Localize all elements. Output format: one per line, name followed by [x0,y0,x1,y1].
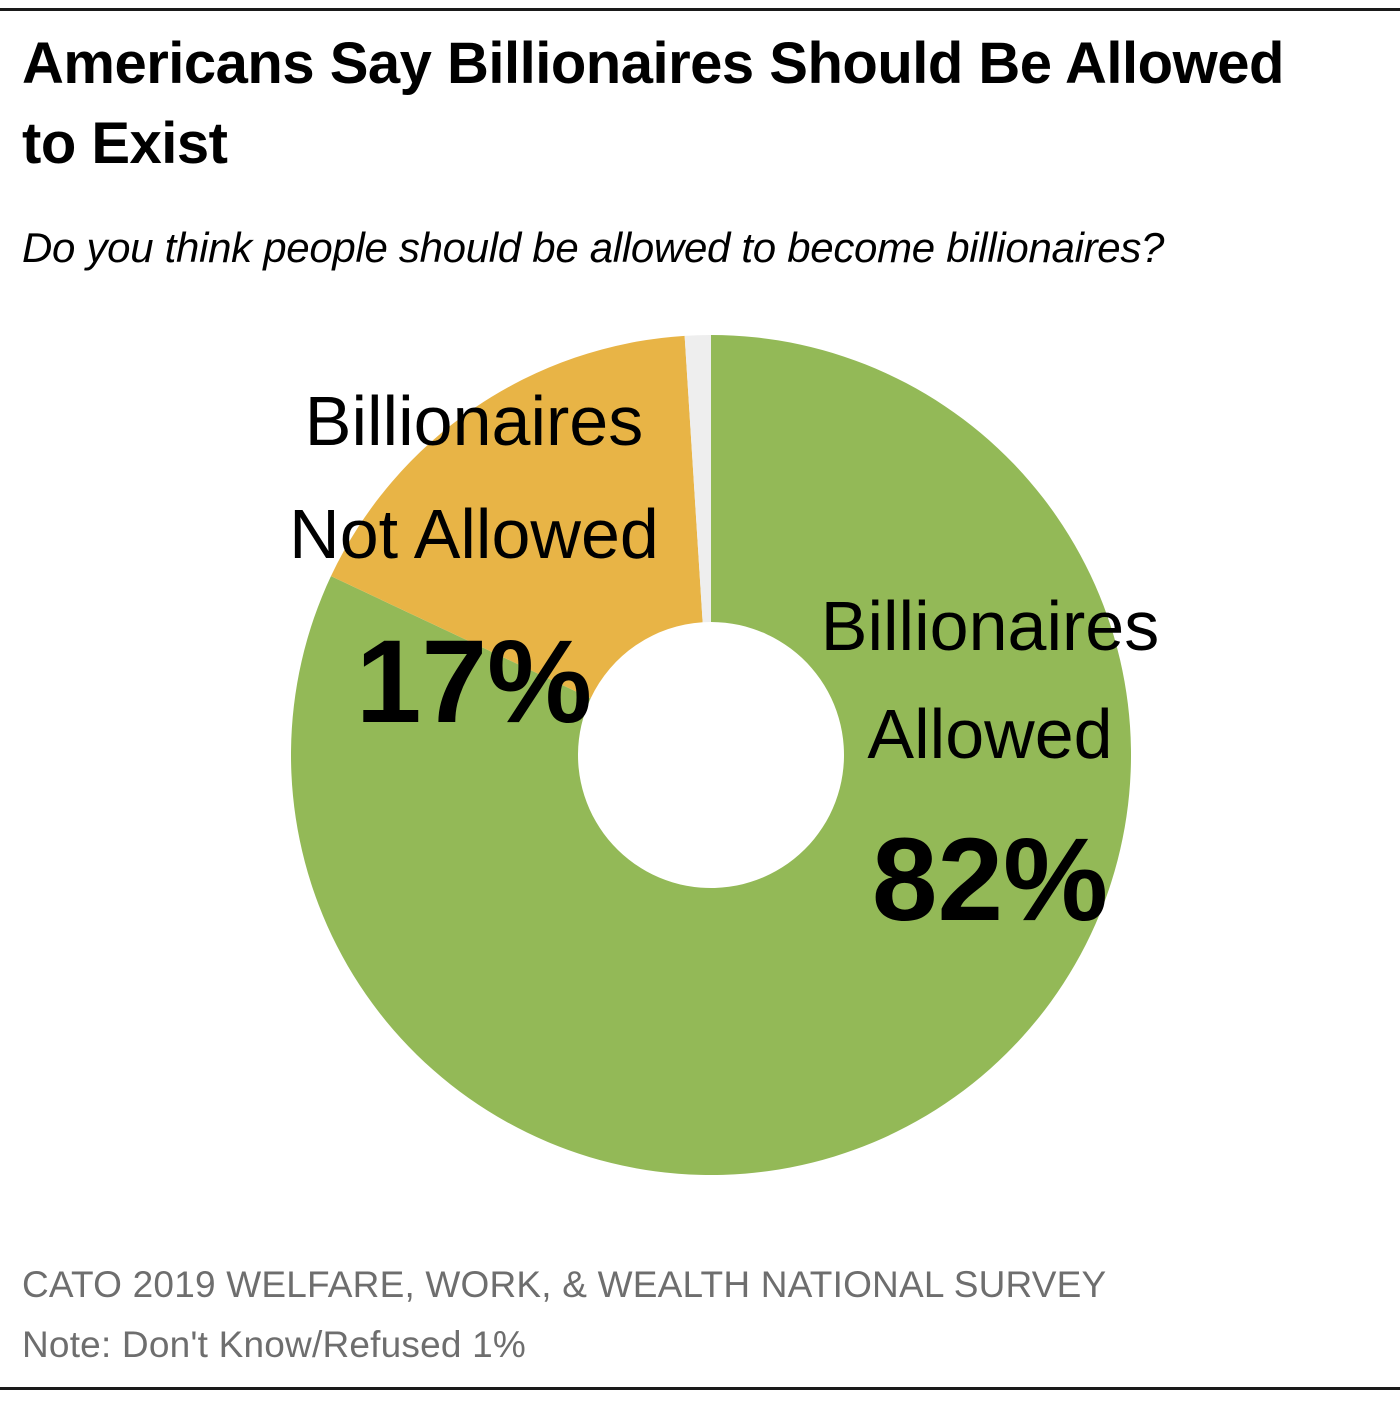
slice-value-1: 17% [356,616,592,748]
donut-slice-1 [330,335,703,699]
donut-slice-2 [684,335,711,623]
top-rule [0,8,1400,11]
donut-slice-0 [291,335,1132,1176]
chart-title: Americans Say Billionaires Should Be All… [22,31,1284,176]
bottom-rule [0,1387,1400,1390]
source-text: CATO 2019 WELFARE, WORK, & WEALTH NATION… [22,1264,1107,1305]
slice-label-0-line-0: Billionaires [821,587,1159,665]
slice-value-0: 82% [872,814,1108,946]
slice-label-1-line-0: Billionaires [305,382,643,460]
chart-subtitle: Do you think people should be allowed to… [22,224,1165,271]
slice-label-1-line-1: Not Allowed [289,495,659,573]
slice-label-0-line-1: Allowed [867,695,1112,773]
note-text: Note: Don't Know/Refused 1% [22,1324,527,1365]
